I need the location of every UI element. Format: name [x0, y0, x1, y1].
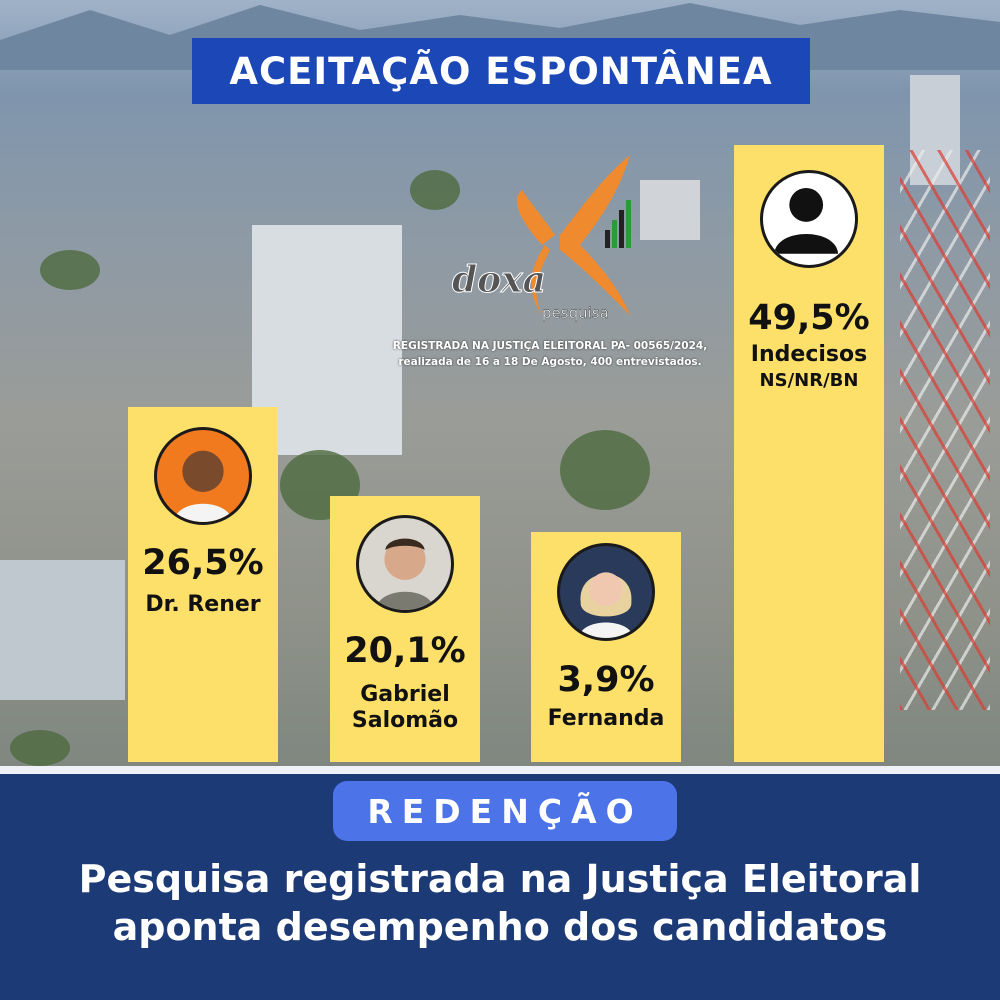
candidate-name-line-1: Gabriel: [360, 682, 450, 707]
building: [640, 180, 700, 240]
tree: [10, 730, 70, 766]
tree: [560, 430, 650, 510]
logo-subtitle: pesquisa: [542, 304, 609, 322]
registration-line-1: REGISTRADA NA JUSTIÇA ELEITORAL PA- 0056…: [392, 340, 708, 352]
building: [0, 560, 125, 700]
registration-line-2: realizada de 16 a 18 De Agosto, 400 entr…: [398, 356, 702, 368]
tree: [40, 250, 100, 290]
chart-title: ACEITAÇÃO ESPONTÂNEA: [192, 38, 810, 104]
bar-label-value: 26,5%: [142, 543, 264, 583]
headline: Pesquisa registrada na Justiça Eleitoral…: [20, 855, 980, 951]
doxa-pesquisa-logo: doxa pesquisa: [452, 155, 631, 322]
bar-label-value: 3,9%: [557, 660, 655, 700]
bar-label-value: 20,1%: [344, 631, 466, 671]
candidate-name: Fernanda: [547, 706, 665, 731]
radio-tower: [900, 150, 990, 710]
generic-user-icon: [760, 170, 858, 268]
registration-note: REGISTRADA NA JUSTIÇA ELEITORAL PA- 0056…: [370, 338, 730, 370]
tree: [410, 170, 460, 210]
category-name-line-2: NS/NR/BN: [759, 370, 859, 391]
bar-label-value: 49,5%: [748, 298, 870, 338]
headline-line-1: Pesquisa registrada na Justiça Eleitoral: [78, 857, 922, 901]
gabriel-salomao-photo: [356, 515, 454, 613]
candidate-name-line-2: Salomão: [351, 708, 459, 733]
divider: [0, 766, 1000, 774]
dr-rener-photo: [154, 427, 252, 525]
category-name-line-1: Indecisos: [750, 342, 868, 367]
logo-wordmark: doxa: [452, 259, 546, 301]
fernanda-photo: [557, 543, 655, 641]
candidate-name: Dr. Rener: [145, 592, 261, 617]
headline-line-2: aponta desempenho dos candidatos: [112, 905, 888, 949]
city-badge: REDENÇÃO: [333, 781, 677, 841]
